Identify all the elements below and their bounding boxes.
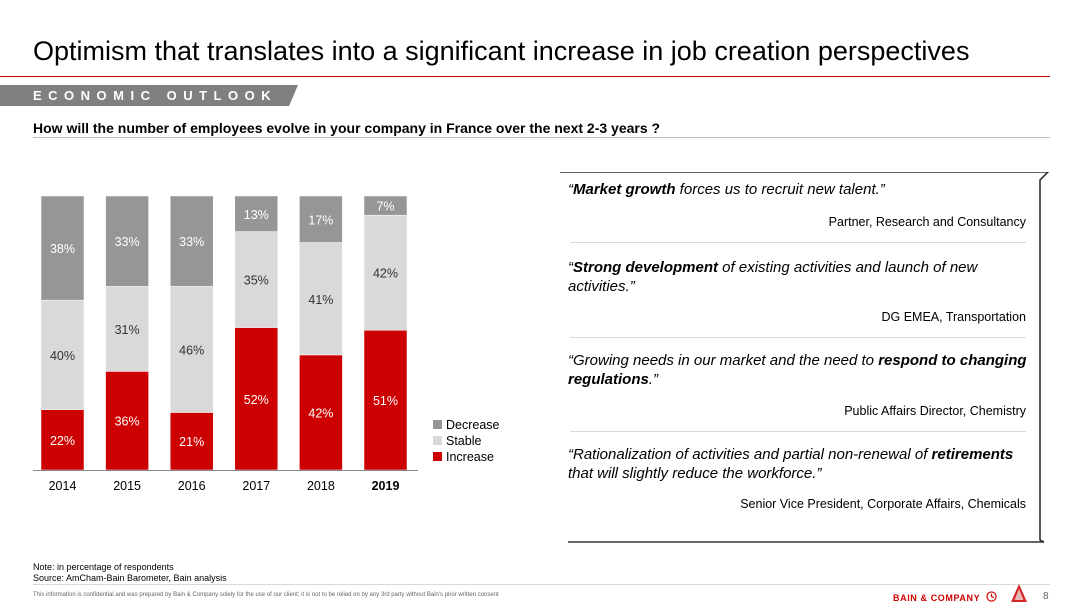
bar-stable [299, 242, 343, 356]
data-label-stable: 41% [308, 293, 333, 307]
data-label-decrease: 17% [308, 213, 333, 227]
quote-separator [570, 431, 1026, 432]
quote-2-attribution: DG EMEA, Transportation [881, 310, 1026, 324]
bar-decrease [234, 195, 279, 232]
bar-decrease [169, 195, 214, 287]
brand-wordmark: BAIN & COMPANY [893, 591, 997, 603]
data-label-stable: 35% [244, 274, 269, 288]
survey-question: How will the number of employees evolve … [33, 120, 661, 136]
data-label-stable: 46% [179, 343, 204, 357]
legend-label: Stable [446, 434, 481, 448]
legend-swatch [433, 436, 442, 445]
data-label-increase: 22% [50, 434, 75, 448]
question-rule [33, 137, 1050, 138]
quote-3: “Growing needs in our market and the nee… [568, 352, 1027, 388]
legend-swatch [433, 452, 442, 461]
data-label-increase: 36% [115, 415, 140, 429]
quote-1-bold: Market growth [573, 181, 676, 198]
x-tick-label: 2014 [49, 479, 77, 493]
quote-separator [570, 242, 1026, 243]
bar-decrease [40, 195, 85, 301]
quote-3-bold: respond to changing regulations [568, 352, 1027, 388]
bar-stable [234, 231, 279, 328]
source-line: Source: AmCham-Bain Barometer, Bain anal… [33, 573, 227, 583]
bar-stable [169, 286, 214, 413]
note-line: Note: in percentage of respondents [33, 562, 174, 572]
footer-rule [33, 584, 1050, 585]
data-label-stable: 42% [373, 267, 398, 281]
data-label-increase: 52% [244, 393, 269, 407]
bar-increase [105, 371, 149, 471]
bain-logo-icon [986, 591, 997, 602]
data-label-stable: 40% [50, 349, 75, 363]
legend-label: Increase [446, 450, 494, 464]
data-label-increase: 42% [308, 406, 333, 420]
bar-increase [363, 330, 408, 471]
torn-paper-border [560, 172, 1050, 543]
data-label-decrease: 33% [115, 235, 140, 249]
quote-1: “Market growth forces us to recruit new … [568, 181, 885, 198]
quote-3-attribution: Public Affairs Director, Chemistry [844, 404, 1026, 418]
quote-2-bold: Strong development [573, 259, 719, 276]
quote-4-attribution: Senior Vice President, Corporate Affairs… [740, 497, 1026, 511]
x-tick-label: 2016 [178, 479, 206, 493]
quote-panel: “Market growth forces us to recruit new … [560, 172, 1050, 552]
data-label-decrease: 13% [244, 208, 269, 222]
bar-stable [40, 299, 85, 410]
legend-label: Decrease [446, 418, 500, 432]
page-title: Optimism that translates into a signific… [33, 36, 970, 66]
x-tick-label: 2018 [307, 479, 335, 493]
quote-4-bold: retirements [931, 446, 1014, 463]
chart-note: Note: in percentage of respondents Sourc… [33, 562, 227, 584]
quote-4: “Rationalization of activities and parti… [568, 446, 1014, 482]
bar-increase [299, 354, 343, 471]
page-number: 8 [1043, 591, 1049, 602]
bar-decrease [363, 195, 408, 216]
bar-increase [169, 412, 214, 471]
data-label-increase: 51% [373, 394, 398, 408]
amcham-logo-icon [1011, 584, 1027, 602]
bar-stable [363, 214, 408, 331]
data-label-increase: 21% [179, 435, 204, 449]
x-tick-label: 2017 [242, 479, 270, 493]
data-label-decrease: 38% [50, 242, 75, 256]
section-tag-label: ECONOMIC OUTLOOK [33, 88, 278, 103]
data-label-decrease: 7% [376, 200, 394, 214]
quote-1-attribution: Partner, Research and Consultancy [828, 215, 1026, 229]
section-tag: ECONOMIC OUTLOOK [0, 85, 298, 106]
x-tick-label: 2015 [113, 479, 141, 493]
bar-decrease [105, 195, 149, 287]
x-tick-label: 2019 [372, 479, 400, 493]
bar-stable [105, 286, 149, 372]
data-label-decrease: 33% [179, 235, 204, 249]
bar-decrease [299, 195, 343, 243]
torn-edge [560, 172, 1050, 543]
quote-2: “Strong development of existing activiti… [568, 259, 978, 295]
data-label-stable: 31% [115, 323, 140, 337]
bar-increase [234, 327, 279, 471]
bar-increase [40, 409, 85, 471]
legend-swatch [433, 420, 442, 429]
quote-separator [570, 337, 1026, 338]
title-rule [0, 76, 1050, 77]
confidentiality-notice: This information is confidential and was… [33, 592, 499, 598]
